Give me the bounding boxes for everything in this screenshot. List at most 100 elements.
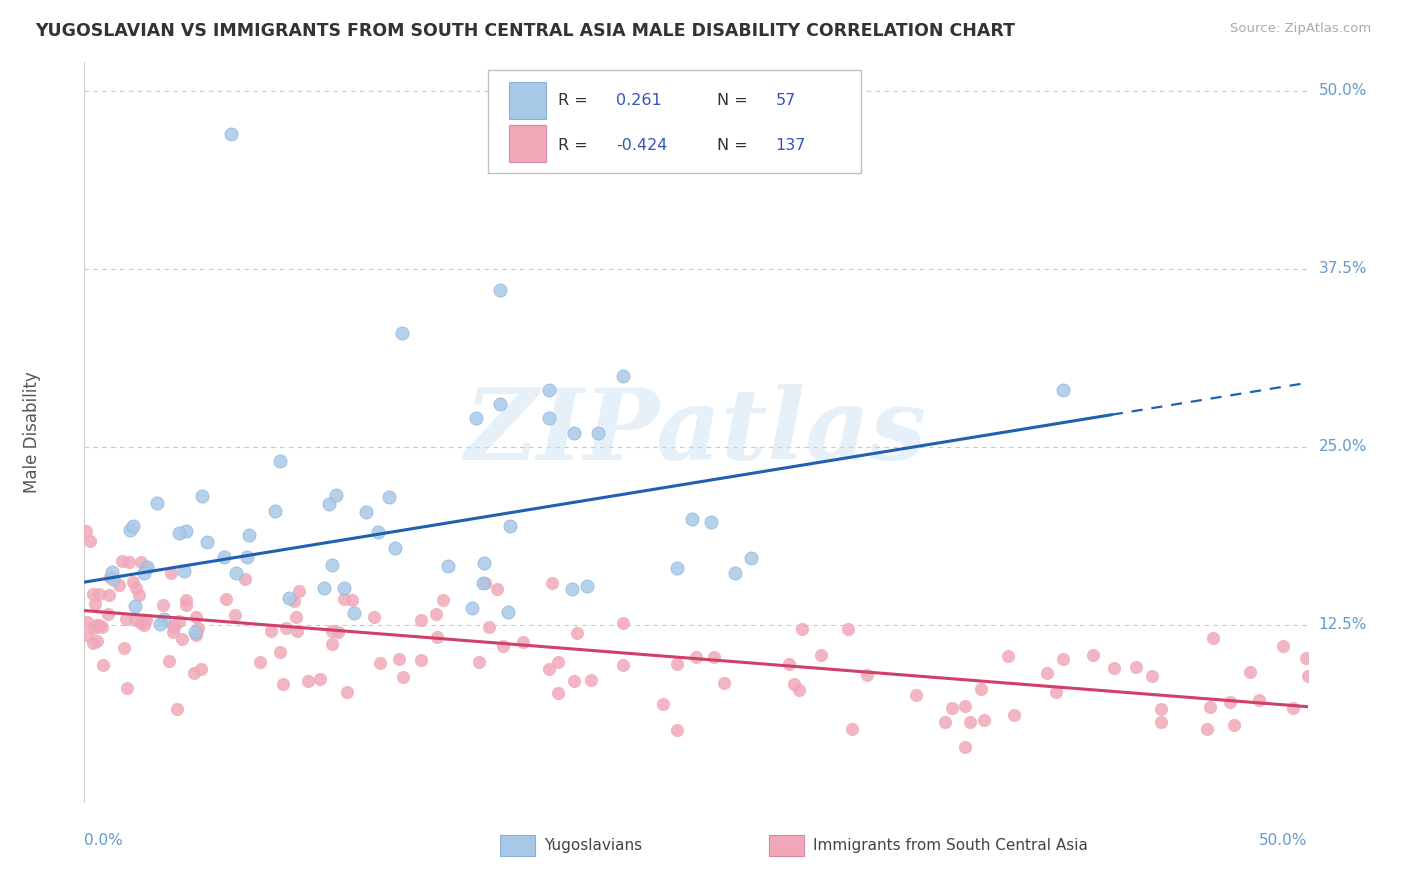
Point — [125, 582, 148, 596]
Point — [318, 497, 340, 511]
Point — [1223, 718, 1246, 732]
Point — [167, 615, 190, 629]
Point — [703, 649, 725, 664]
Point — [997, 648, 1019, 663]
Point — [285, 609, 308, 624]
Point — [172, 632, 194, 646]
Point — [1296, 669, 1319, 683]
Point — [460, 601, 482, 615]
Point — [1150, 702, 1173, 716]
Point — [783, 677, 806, 691]
Point — [249, 655, 271, 669]
Point — [409, 613, 432, 627]
Text: Immigrants from South Central Asia: Immigrants from South Central Asia — [814, 838, 1088, 854]
Point — [145, 496, 167, 510]
Point — [1219, 695, 1241, 709]
Point — [236, 550, 259, 565]
Point — [384, 541, 406, 555]
Point — [1247, 692, 1270, 706]
Point — [91, 657, 114, 672]
Point — [297, 673, 319, 688]
Point — [271, 676, 294, 690]
Point — [191, 489, 214, 503]
Point — [79, 533, 101, 548]
Point — [561, 582, 583, 597]
Point — [651, 697, 673, 711]
Point — [343, 607, 366, 621]
Point — [1052, 383, 1074, 397]
Point — [934, 714, 956, 729]
Point — [187, 621, 209, 635]
Point — [152, 598, 174, 612]
Point — [391, 326, 413, 340]
Point — [162, 619, 184, 633]
Point — [436, 559, 458, 574]
Point — [841, 722, 863, 736]
Point — [212, 550, 235, 565]
Point — [98, 569, 121, 583]
Point — [575, 579, 598, 593]
Point — [287, 584, 309, 599]
Point — [665, 723, 688, 737]
Point — [367, 525, 389, 540]
Bar — [509, 82, 546, 120]
Text: R =: R = — [558, 138, 588, 153]
Point — [471, 576, 494, 591]
Point — [489, 397, 512, 411]
Text: 50.0%: 50.0% — [1319, 84, 1367, 98]
Point — [485, 582, 508, 596]
Point — [224, 607, 246, 622]
Point — [89, 618, 111, 632]
Point — [135, 613, 157, 627]
Text: 57: 57 — [776, 94, 796, 109]
Point — [283, 594, 305, 608]
Point — [1002, 707, 1025, 722]
Point — [1150, 714, 1173, 729]
Point — [75, 524, 97, 538]
Point — [790, 622, 813, 636]
Point — [392, 670, 415, 684]
Point — [183, 665, 205, 680]
Bar — [769, 836, 804, 856]
Point — [1052, 652, 1074, 666]
Point — [264, 504, 287, 518]
Point — [1197, 722, 1219, 736]
Point — [1282, 701, 1305, 715]
Point — [567, 626, 589, 640]
Point — [562, 425, 585, 440]
Point — [321, 558, 343, 572]
Bar — [509, 126, 546, 162]
Text: Yugoslavians: Yugoslavians — [544, 838, 643, 854]
Point — [562, 673, 585, 688]
Point — [579, 673, 602, 687]
Point — [120, 523, 142, 537]
Point — [905, 688, 928, 702]
Point — [787, 682, 810, 697]
Point — [810, 648, 832, 662]
Point — [269, 454, 291, 468]
Point — [82, 636, 104, 650]
Point — [83, 597, 105, 611]
Point — [1272, 639, 1295, 653]
Text: Male Disability: Male Disability — [22, 372, 41, 493]
Point — [235, 572, 257, 586]
Point — [538, 662, 561, 676]
FancyBboxPatch shape — [488, 70, 860, 173]
Point — [547, 655, 569, 669]
Point — [665, 657, 688, 671]
Point — [953, 739, 976, 754]
Point — [325, 487, 347, 501]
Point — [973, 713, 995, 727]
Point — [612, 657, 634, 672]
Point — [713, 676, 735, 690]
Point — [112, 640, 135, 655]
Point — [538, 411, 561, 425]
Point — [125, 613, 148, 627]
Point — [115, 612, 138, 626]
Point — [340, 593, 363, 607]
Point — [778, 657, 800, 671]
Point — [326, 624, 349, 639]
Point — [409, 653, 432, 667]
Text: ZIPatlas: ZIPatlas — [465, 384, 927, 481]
Point — [82, 587, 104, 601]
